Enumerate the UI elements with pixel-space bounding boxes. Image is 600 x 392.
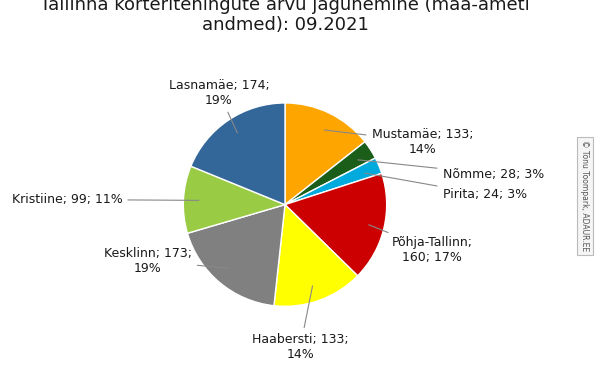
Text: Põhja-Tallinn;
160; 17%: Põhja-Tallinn; 160; 17% <box>369 225 473 264</box>
Wedge shape <box>285 142 376 205</box>
Text: Nõmme; 28; 3%: Nõmme; 28; 3% <box>358 160 544 181</box>
Text: Kesklinn; 173;
19%: Kesklinn; 173; 19% <box>104 247 229 274</box>
Wedge shape <box>285 158 382 205</box>
Text: Mustamäe; 133;
14%: Mustamäe; 133; 14% <box>324 128 473 156</box>
Text: Kristiine; 99; 11%: Kristiine; 99; 11% <box>11 193 199 206</box>
Wedge shape <box>274 205 358 306</box>
Text: Lasnamäe; 174;
19%: Lasnamäe; 174; 19% <box>169 79 269 133</box>
Wedge shape <box>187 205 285 306</box>
Wedge shape <box>285 103 365 205</box>
Text: Pirita; 24; 3%: Pirita; 24; 3% <box>365 173 527 201</box>
Text: © Tõnu Toompark, ADAUR.EE: © Tõnu Toompark, ADAUR.EE <box>581 140 589 252</box>
Wedge shape <box>191 103 285 205</box>
Wedge shape <box>285 173 386 276</box>
Title: Tallinna korteritehingute arvu jagunemine (maa-ameti
andmed): 09.2021: Tallinna korteritehingute arvu jagunemin… <box>40 0 530 34</box>
Wedge shape <box>184 166 285 233</box>
Text: Haabersti; 133;
14%: Haabersti; 133; 14% <box>252 286 349 361</box>
